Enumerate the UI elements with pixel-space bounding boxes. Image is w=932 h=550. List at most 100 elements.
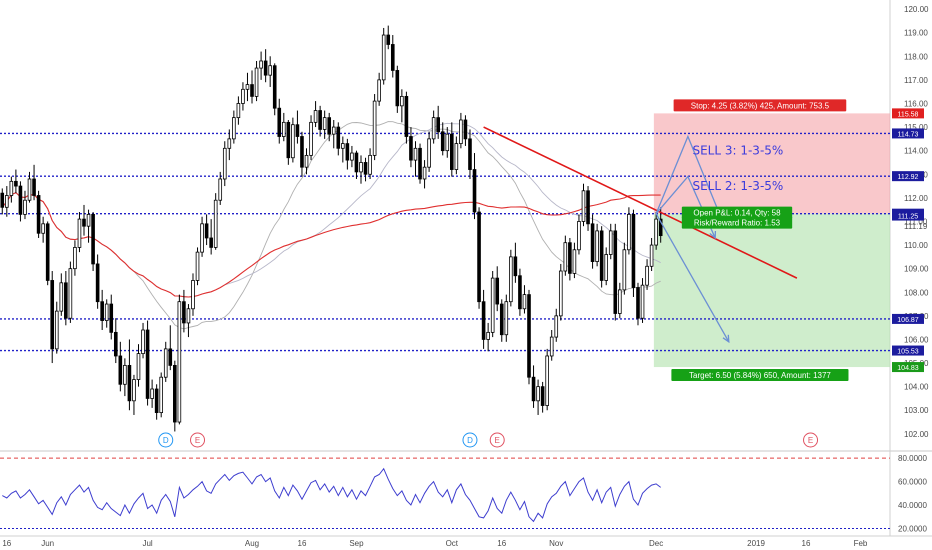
candle-body (109, 303, 114, 333)
rsi-pane (0, 457, 890, 529)
candle-body (23, 199, 27, 215)
candle-body (0, 192, 5, 208)
candle-body (100, 301, 104, 321)
candle-body (159, 376, 164, 414)
candle-body (327, 117, 332, 135)
candle-body (549, 336, 554, 357)
level-label-box (892, 313, 924, 324)
position-labels: Stop: 4.25 (3.82%) 425, Amount: 753.5 Tar… (671, 99, 849, 382)
candle-body (268, 65, 272, 76)
price-tick-label: 116.00 (904, 99, 928, 108)
candle-body (154, 388, 159, 414)
candle-body (413, 147, 418, 161)
candle-body (336, 126, 341, 149)
sell-label: SELL 2: 1-3-5% (692, 179, 783, 193)
time-tick-label: Oct (446, 539, 459, 548)
candle-body (27, 178, 32, 201)
candle-body (554, 315, 559, 338)
candle-body (622, 249, 627, 291)
candle-body (277, 107, 282, 137)
level-label: 112.92 (898, 174, 919, 181)
candle-body (377, 79, 381, 102)
candle-body (608, 230, 613, 255)
candle-body (390, 44, 395, 71)
stop-label: Stop: 4.25 (3.82%) 425, Amount: 753.5 (691, 101, 830, 110)
price-tick-label: 114.00 (904, 147, 928, 156)
price-tick-label: 111.00 (904, 217, 928, 226)
candle-body (645, 265, 649, 286)
candle-body (440, 131, 445, 152)
trend-line (483, 126, 798, 279)
event-marker-letter: E (495, 436, 500, 445)
target-label-box (671, 369, 849, 382)
candle-body (200, 223, 204, 253)
rsi-line (2, 467, 662, 523)
candle-body (77, 218, 82, 248)
candle-body (232, 117, 236, 140)
candle-body (481, 301, 486, 340)
time-tick-label: Aug (245, 539, 259, 548)
candle-body (127, 365, 132, 402)
candle-body (313, 110, 318, 123)
candle-body (241, 88, 245, 104)
candle-body (422, 166, 427, 180)
candle-body (568, 242, 572, 274)
candle-body (577, 221, 581, 251)
event-marker (803, 432, 819, 448)
candle-body (545, 355, 549, 406)
price-tick-label: 118.00 (904, 52, 928, 61)
candle-body (118, 355, 123, 385)
candle-body (222, 147, 227, 180)
candle-body (504, 301, 509, 336)
candle-body (123, 365, 127, 385)
level-label: 105.53 (897, 349, 919, 356)
event-marker-letter: E (808, 436, 813, 445)
level-label-box (892, 362, 924, 373)
candle-body (341, 143, 345, 149)
level-label: 114.73 (898, 131, 919, 138)
event-marker-letter: D (467, 436, 473, 445)
candle-body (45, 223, 50, 281)
candle-body (59, 282, 64, 312)
level-label-box (892, 345, 924, 356)
candle-body (572, 249, 577, 274)
candle-body (618, 289, 622, 314)
candle-body (363, 162, 368, 175)
candle-body (454, 143, 459, 170)
candle-body (463, 119, 468, 140)
candle-body (563, 242, 568, 272)
candle-body (418, 147, 422, 180)
candle-body (322, 117, 327, 130)
price-tick-label: 110.00 (904, 241, 928, 250)
candle-body (32, 178, 36, 196)
candle-body (604, 254, 609, 281)
candle-body (104, 303, 109, 321)
candle-body (613, 230, 618, 314)
candle-body (204, 223, 209, 239)
candle-body (272, 65, 277, 109)
candle-body (558, 270, 563, 317)
projection-arrow (655, 134, 721, 215)
position-zones (653, 113, 890, 368)
candle-body (354, 152, 359, 173)
candle-body (254, 67, 259, 97)
candle-body (531, 376, 536, 402)
time-tick-label: Jun (41, 539, 54, 548)
candle-body (173, 365, 177, 423)
candle-body (459, 119, 463, 144)
event-marker-letter: D (163, 436, 169, 445)
candle-body (536, 386, 540, 402)
candle-body (372, 100, 377, 156)
level-label: 115.58 (898, 111, 919, 118)
candle-body (395, 70, 400, 107)
target-zone (653, 213, 890, 368)
event-marker (158, 432, 174, 448)
candle-body (82, 218, 86, 227)
candle-body (9, 180, 14, 196)
candle-body (490, 277, 495, 333)
candle-body (404, 95, 409, 137)
time-tick-label: Dec (649, 539, 663, 548)
time-tick-label: 16 (802, 539, 811, 548)
